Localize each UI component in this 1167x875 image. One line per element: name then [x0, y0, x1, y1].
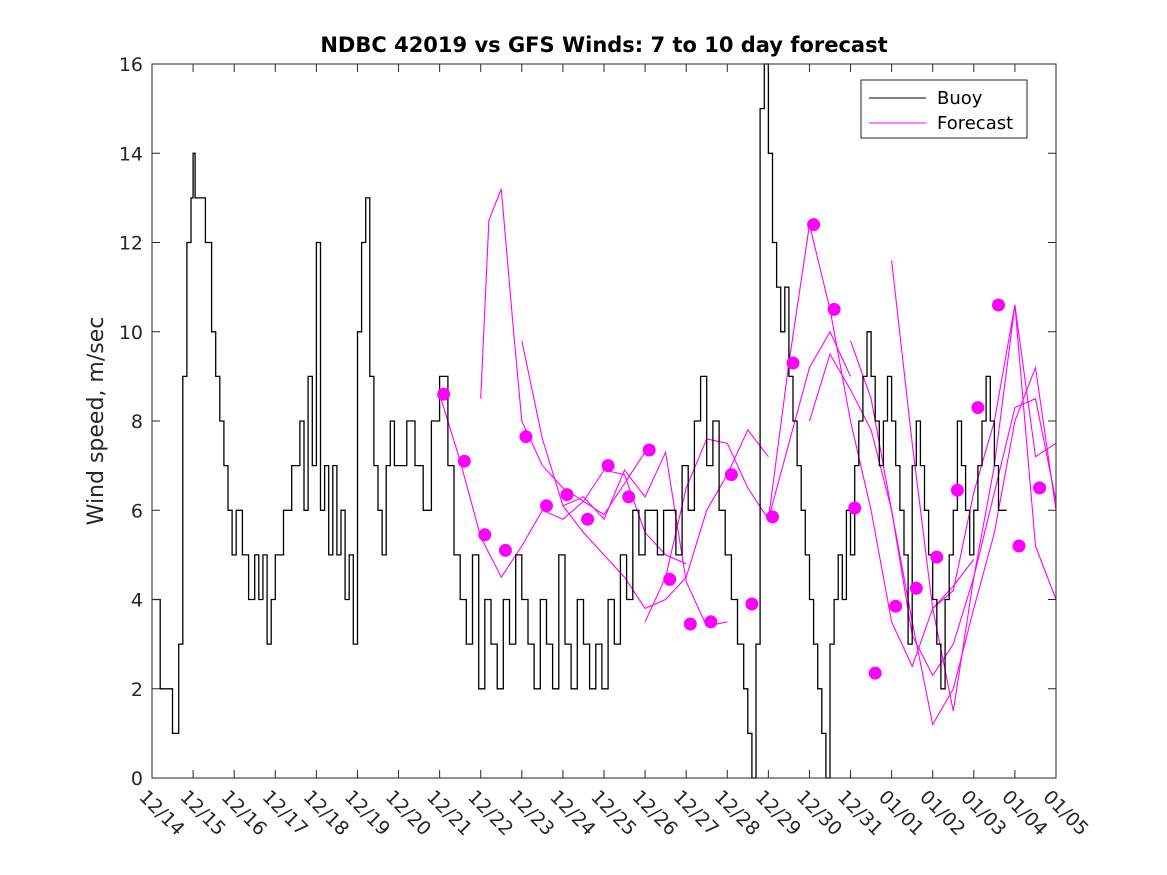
forecast-marker: [971, 401, 985, 415]
y-tick-label: 8: [131, 411, 143, 433]
forecast-marker: [1033, 481, 1047, 495]
forecast-marker: [437, 387, 451, 401]
forecast-line-9: [891, 260, 1057, 712]
forecast-marker: [560, 488, 574, 502]
y-axis-label: Wind speed, m/sec: [84, 317, 109, 526]
forecast-marker: [663, 572, 677, 586]
forecast-marker: [478, 528, 492, 542]
forecast-marker: [889, 599, 903, 613]
chart-title: NDBC 42019 vs GFS Winds: 7 to 10 day for…: [320, 33, 887, 57]
y-tick-label: 10: [119, 322, 143, 344]
forecast-marker: [642, 443, 656, 457]
buoy-line: [152, 63, 1007, 779]
legend-box: [860, 79, 1028, 139]
y-tick-label: 14: [119, 143, 143, 165]
y-tick-label: 2: [131, 679, 143, 701]
y-tick-label: 4: [131, 590, 143, 612]
forecast-marker: [848, 501, 862, 515]
forecast-line-8: [849, 340, 1057, 727]
forecast-marker: [704, 615, 718, 629]
forecast-marker: [724, 468, 738, 482]
forecast-marker: [868, 666, 882, 680]
forecast-marker: [1012, 539, 1026, 553]
legend-label-forecast: Forecast: [937, 113, 1013, 134]
y-tick-label: 12: [119, 233, 143, 255]
forecast-marker: [457, 454, 471, 468]
series-layer: [152, 63, 1057, 779]
forecast-marker: [786, 356, 800, 370]
y-tick-label: 6: [131, 500, 143, 522]
forecast-line-7: [808, 352, 1057, 677]
forecast-line-5: [644, 330, 851, 623]
forecast-marker: [950, 483, 964, 497]
forecast-line-3: [521, 340, 728, 627]
forecast-marker: [519, 430, 533, 444]
forecast-marker: [601, 459, 615, 473]
forecast-marker: [930, 550, 944, 564]
forecast-marker: [909, 581, 923, 595]
forecast-marker: [498, 543, 512, 557]
forecast-marker: [683, 617, 697, 631]
forecast-marker: [540, 499, 553, 513]
forecast-marker: [807, 218, 821, 232]
forecast-marker: [745, 597, 759, 611]
forecast-marker: [827, 302, 841, 316]
legend: Buoy Forecast: [860, 79, 1028, 139]
y-tick-label: 16: [119, 54, 143, 76]
forecast-marker: [766, 510, 779, 524]
forecast-marker: [581, 512, 595, 526]
y-tick-label: 0: [131, 768, 143, 790]
forecast-line-6: [767, 224, 975, 668]
forecast-line-4: [562, 428, 769, 610]
legend-label-buoy: Buoy: [937, 88, 983, 109]
forecast-marker: [992, 298, 1005, 312]
forecast-marker: [622, 490, 636, 504]
y-axis: 0 2 4 6 8 10 12 14 16: [119, 54, 1056, 790]
